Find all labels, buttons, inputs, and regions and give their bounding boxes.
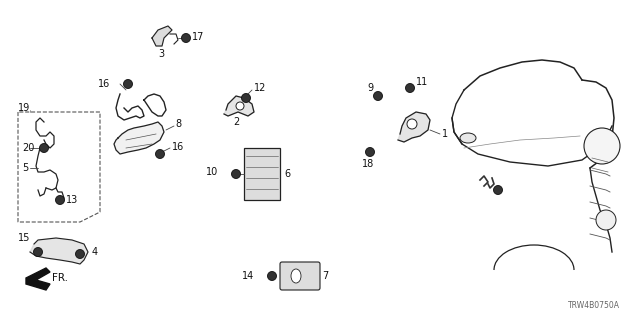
- Polygon shape: [224, 96, 254, 116]
- Circle shape: [232, 170, 241, 179]
- Polygon shape: [30, 238, 88, 264]
- Text: 8: 8: [175, 119, 181, 129]
- Text: 2: 2: [233, 117, 239, 127]
- Text: 10: 10: [205, 167, 218, 177]
- Text: 6: 6: [284, 169, 290, 179]
- Text: 14: 14: [242, 271, 254, 281]
- Text: 16: 16: [98, 79, 110, 89]
- Circle shape: [268, 271, 276, 281]
- Text: 16: 16: [172, 142, 184, 152]
- Circle shape: [124, 79, 132, 89]
- Text: 11: 11: [416, 77, 428, 87]
- Circle shape: [156, 149, 164, 158]
- Text: 5: 5: [22, 163, 28, 173]
- Circle shape: [33, 247, 42, 257]
- Circle shape: [40, 143, 49, 153]
- FancyBboxPatch shape: [280, 262, 320, 290]
- Text: TRW4B0750A: TRW4B0750A: [568, 301, 620, 310]
- Text: 12: 12: [254, 83, 266, 93]
- Text: 13: 13: [66, 195, 78, 205]
- Text: 19: 19: [18, 103, 30, 113]
- Text: 3: 3: [158, 49, 164, 59]
- Circle shape: [493, 186, 502, 195]
- Text: 18: 18: [362, 159, 374, 169]
- Polygon shape: [26, 268, 50, 290]
- Circle shape: [241, 93, 250, 102]
- Polygon shape: [398, 112, 430, 142]
- Circle shape: [365, 148, 374, 156]
- Text: 7: 7: [322, 271, 328, 281]
- Text: 1: 1: [442, 129, 448, 139]
- Polygon shape: [114, 122, 164, 154]
- Circle shape: [236, 102, 244, 110]
- Text: 9: 9: [367, 83, 373, 93]
- Circle shape: [76, 250, 84, 259]
- Circle shape: [596, 210, 616, 230]
- Text: 20: 20: [22, 143, 35, 153]
- FancyBboxPatch shape: [244, 148, 280, 200]
- Ellipse shape: [291, 269, 301, 283]
- Circle shape: [56, 196, 65, 204]
- Text: 15: 15: [18, 233, 30, 243]
- Text: 4: 4: [92, 247, 98, 257]
- Polygon shape: [152, 26, 172, 46]
- Circle shape: [407, 119, 417, 129]
- Text: FR.: FR.: [52, 273, 68, 283]
- Circle shape: [374, 92, 383, 100]
- Text: 17: 17: [192, 32, 204, 42]
- Circle shape: [182, 34, 191, 43]
- Circle shape: [406, 84, 415, 92]
- Ellipse shape: [460, 133, 476, 143]
- Circle shape: [584, 128, 620, 164]
